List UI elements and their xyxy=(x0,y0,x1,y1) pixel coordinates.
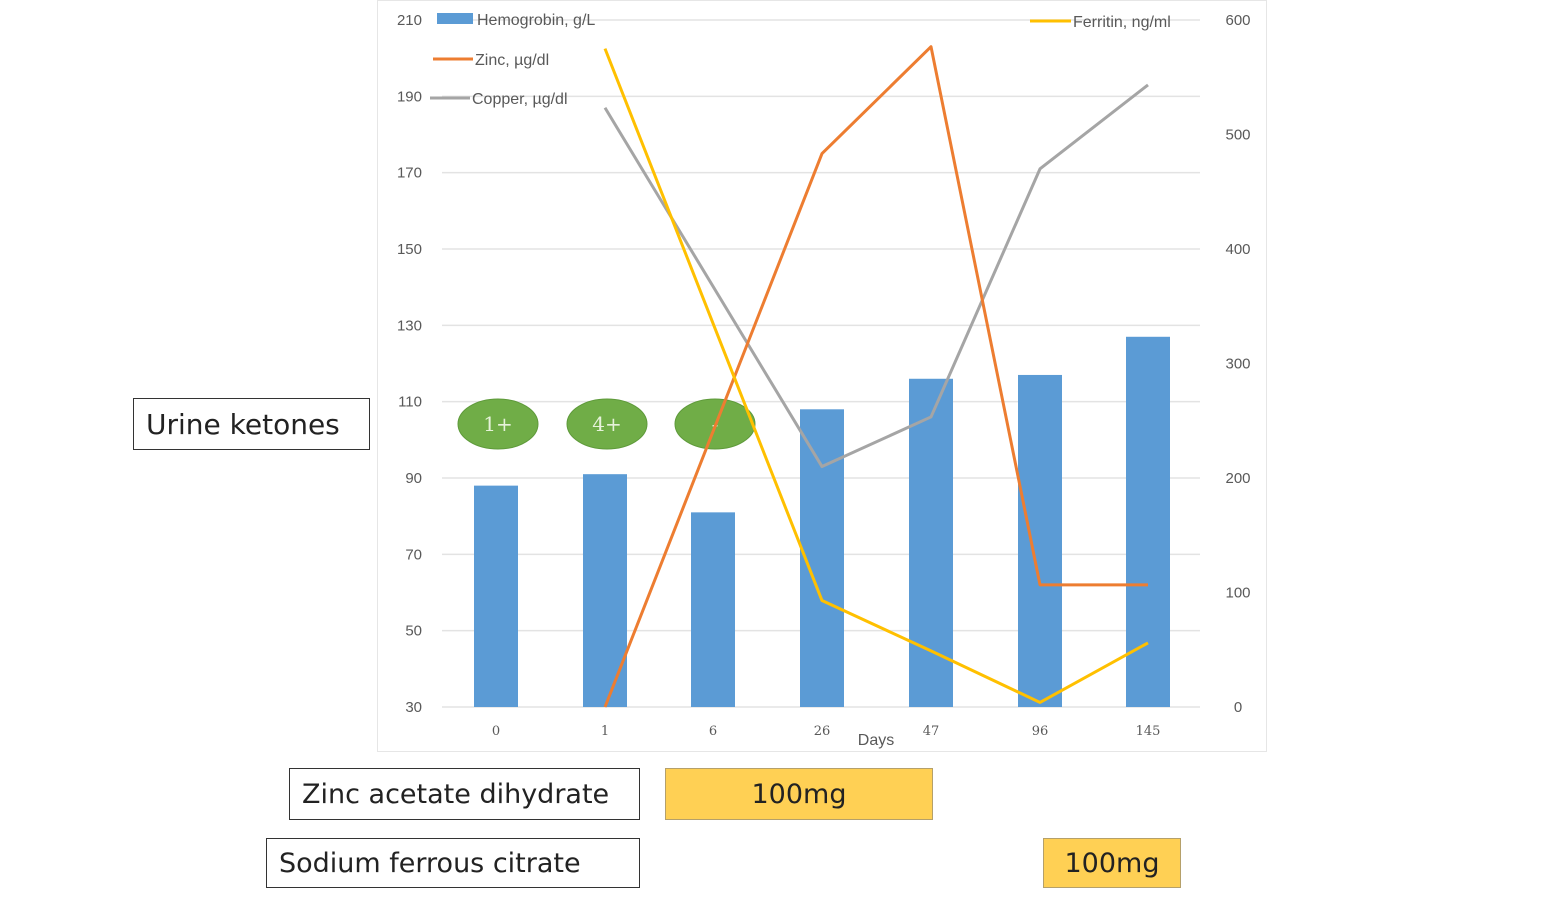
treatment-label-box-iron: Sodium ferrous citrate xyxy=(266,838,640,888)
x-axis-title: Days xyxy=(858,732,894,749)
treatment-label-zinc: Zinc acetate dihydrate xyxy=(302,778,610,810)
x-axis-tick-label: 26 xyxy=(814,724,831,739)
urine-ketones-label: Urine ketones xyxy=(146,407,340,441)
right-axis-tick-label: 300 xyxy=(1225,356,1250,373)
hemoglobin-bar xyxy=(583,474,627,707)
treatment-label-box-zinc: Zinc acetate dihydrate xyxy=(289,768,640,820)
left-axis-tick-label: 30 xyxy=(405,699,422,716)
hemoglobin-bar xyxy=(1018,374,1062,707)
chart-frame xyxy=(377,0,1267,752)
x-axis-tick-label: 96 xyxy=(1032,724,1049,739)
right-axis-tick-label: 500 xyxy=(1225,127,1250,144)
left-axis-tick-label: 90 xyxy=(405,470,422,487)
right-axis-tick-label: 0 xyxy=(1234,699,1242,716)
left-axis-tick-label: 50 xyxy=(405,623,422,640)
hemoglobin-bar xyxy=(691,512,735,707)
legend-swatch-hemoglobin xyxy=(437,13,473,24)
treatment-dose-zinc-text: 100mg xyxy=(751,778,847,810)
left-axis-tick-label: 210 xyxy=(397,12,422,29)
right-axis-tick-label: 200 xyxy=(1225,470,1250,487)
urine-ketone-label: 4+ xyxy=(592,412,621,436)
urine-ketones-label-box: Urine ketones xyxy=(133,398,370,450)
urine-ketone-marker xyxy=(566,398,648,450)
right-axis-tick-label: 600 xyxy=(1225,12,1250,29)
legend-label-copper: Copper, µg/dl xyxy=(472,91,568,108)
left-axis-tick-label: 190 xyxy=(397,88,422,105)
zinc-line xyxy=(603,45,1148,708)
hemoglobin-bar xyxy=(474,485,518,707)
left-axis-tick-label: 170 xyxy=(397,165,422,182)
treatment-dose-iron-text: 100mg xyxy=(1064,847,1160,879)
treatment-dose-zinc: 100mg xyxy=(665,768,933,820)
copper-line xyxy=(603,83,1149,469)
x-axis-tick-label: 0 xyxy=(492,724,500,739)
legend-label-ferritin: Ferritin, ng/ml xyxy=(1073,14,1171,31)
left-axis-tick-label: 110 xyxy=(398,394,422,411)
x-axis-tick-label: 1 xyxy=(601,724,609,739)
right-axis-tick-label: 100 xyxy=(1225,585,1250,602)
left-axis-tick-label: 150 xyxy=(397,241,422,258)
legend-label-zinc: Zinc, µg/dl xyxy=(475,52,549,69)
hemoglobin-bar xyxy=(1126,336,1170,707)
x-axis-tick-label: 6 xyxy=(709,724,717,739)
right-axis-tick-label: 400 xyxy=(1225,241,1250,258)
left-axis-tick-label: 130 xyxy=(397,317,422,334)
treatment-label-iron: Sodium ferrous citrate xyxy=(279,847,581,879)
ferritin-line xyxy=(603,48,1149,704)
urine-ketone-label: 1+ xyxy=(483,412,512,436)
x-axis-tick-label: 145 xyxy=(1136,724,1161,739)
x-axis-tick-label: 47 xyxy=(923,724,940,739)
legend-label-hemoglobin: Hemogrobin, g/L xyxy=(477,12,595,29)
urine-ketone-marker xyxy=(457,398,539,450)
treatment-dose-iron: 100mg xyxy=(1043,838,1181,888)
left-axis-tick-label: 70 xyxy=(405,546,422,563)
